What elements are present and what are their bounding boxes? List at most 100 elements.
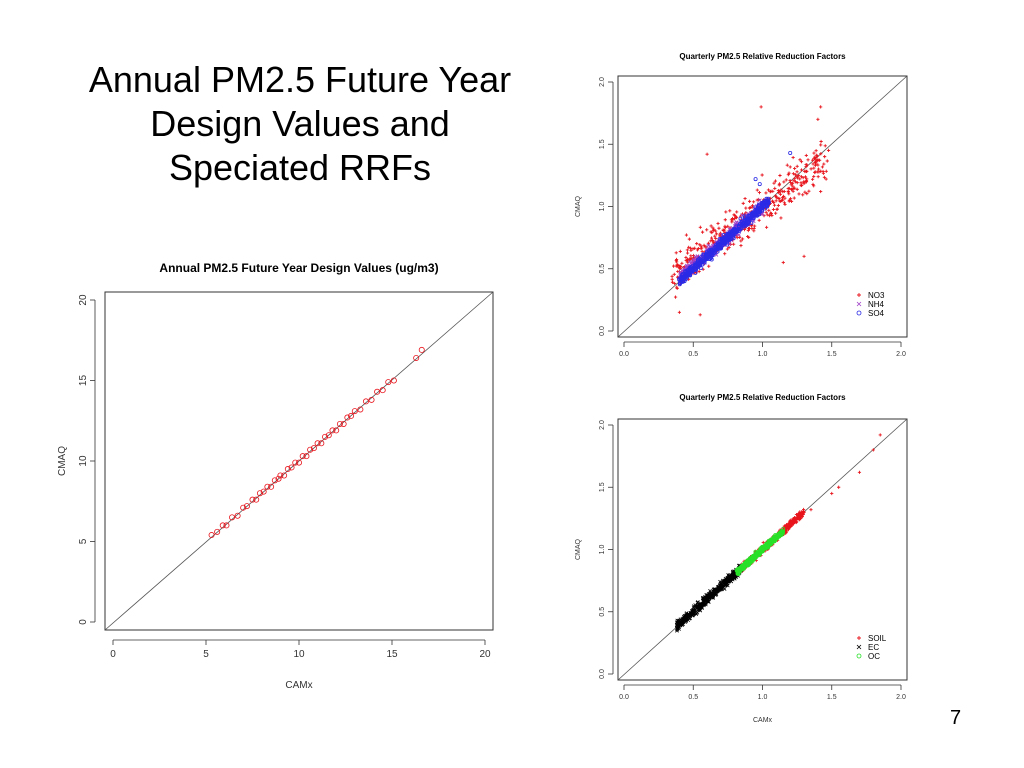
data-point: [755, 188, 759, 192]
data-point: [737, 569, 742, 574]
data-point: [706, 241, 711, 245]
data-point: [784, 523, 788, 528]
data-point: [351, 408, 358, 415]
data-point: [752, 226, 756, 231]
data-point: [819, 143, 823, 147]
data-point: [719, 586, 724, 590]
x-tick-label: 2.0: [896, 351, 906, 358]
data-point: [748, 205, 752, 210]
data-point: [801, 193, 805, 197]
data-point: [809, 167, 813, 171]
data-point: [803, 169, 807, 174]
data-point: [795, 181, 799, 185]
data-point: [686, 258, 690, 262]
data-point: [748, 199, 752, 203]
data-point: [782, 180, 786, 184]
data-point: [789, 521, 794, 525]
data-point: [813, 155, 817, 159]
legend-marker: [856, 301, 862, 307]
data-point: [812, 151, 816, 155]
chart-title: Quarterly PM2.5 Relative Reduction Facto…: [679, 393, 846, 402]
data-point: [723, 252, 727, 256]
data-point: [711, 589, 716, 594]
data-point: [707, 252, 712, 257]
data-point: [747, 226, 752, 231]
legend-label: NO3: [868, 291, 885, 300]
data-point: [674, 258, 678, 263]
data-point: [698, 608, 703, 613]
data-point: [722, 228, 727, 232]
data-point: [757, 202, 762, 207]
data-point: [787, 198, 791, 202]
data-point: [805, 177, 809, 181]
data-point: [822, 175, 826, 179]
data-point: [730, 569, 735, 574]
data-point: [784, 178, 788, 182]
plot-frame: [617, 75, 908, 338]
data-point: [333, 427, 340, 434]
data-point: [733, 213, 737, 218]
data-point: [755, 198, 759, 202]
data-point: [739, 244, 743, 248]
data-point: [788, 165, 792, 169]
data-point: [709, 257, 714, 262]
data-point: [759, 105, 763, 109]
y-tick-label: 15: [78, 375, 89, 387]
data-point: [773, 194, 778, 198]
data-point: [744, 217, 749, 222]
data-point: [336, 420, 343, 427]
data-point: [774, 211, 778, 215]
y-tick-label: 20: [78, 294, 89, 306]
plot-frame: [617, 418, 908, 681]
data-point: [878, 433, 882, 437]
data-point: [816, 175, 820, 179]
data-point: [825, 159, 829, 163]
data-point: [766, 198, 771, 203]
data-point: [706, 591, 711, 596]
data-point: [797, 174, 801, 178]
data-point: [823, 144, 827, 148]
data-point: [413, 354, 420, 361]
data-point: [810, 177, 815, 181]
data-point: [799, 168, 804, 172]
data-point: [837, 485, 841, 489]
data-point: [809, 508, 813, 512]
data-point: [826, 148, 831, 153]
data-point: [788, 180, 793, 185]
data-point: [717, 236, 722, 241]
data-point: [702, 243, 706, 247]
data-point: [723, 218, 727, 222]
data-point: [761, 199, 766, 204]
data-point: [750, 204, 755, 208]
data-point: [685, 251, 690, 255]
data-point: [720, 578, 725, 583]
data-point: [795, 187, 799, 191]
data-point: [670, 280, 675, 284]
data-point: [739, 566, 744, 571]
data-point: [705, 152, 709, 156]
legend-label: SOIL: [868, 634, 887, 643]
data-point: [830, 491, 834, 496]
data-point: [698, 313, 702, 317]
data-point: [318, 440, 325, 447]
y-axis-label: CMAQ: [57, 446, 68, 476]
data-point: [802, 510, 806, 514]
data-point: [791, 172, 795, 176]
annual-design-values-chart: Annual PM2.5 Future Year Design Values (…: [57, 261, 494, 691]
data-point: [774, 199, 778, 203]
data-point: [229, 514, 236, 521]
data-point: [824, 169, 828, 173]
data-point: [730, 229, 735, 234]
data-point: [693, 270, 698, 275]
data-point: [344, 414, 351, 421]
data-point: [752, 213, 757, 218]
data-point: [819, 152, 823, 156]
x-axis-label: CAMx: [753, 717, 773, 724]
x-tick-label: 2.0: [896, 694, 906, 701]
data-point: [685, 273, 690, 278]
data-point: [773, 186, 777, 191]
slide-title-line-1: Annual PM2.5 Future Year: [88, 59, 512, 100]
data-point: [785, 163, 789, 167]
data-point: [418, 346, 425, 353]
data-point: [704, 593, 709, 597]
